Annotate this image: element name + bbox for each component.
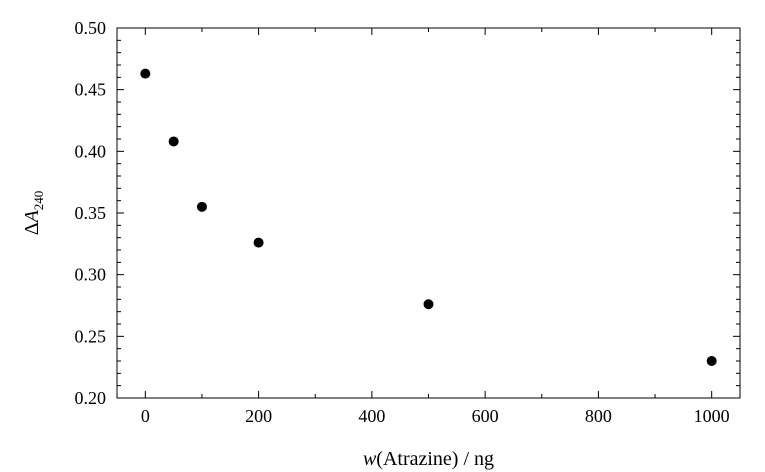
y-axis-label-subscript: 240 [31,191,46,211]
x-tick-label: 800 [585,406,612,426]
x-tick-label: 0 [141,406,150,426]
x-axis-ticks: 0 200 400 600 800 1000 [141,28,730,426]
y-axis-ticks: 0.20 0.25 0.30 0.35 0.40 0.45 0.50 [75,18,740,408]
y-tick-label: 0.30 [75,265,107,285]
data-point [423,299,434,310]
x-axis-label-text: (Atrazine) / ng [376,448,494,470]
data-point [706,356,717,366]
x-tick-label: 1000 [694,406,730,426]
y-axis-label: ΔA240 [21,191,46,236]
x-axis-label: w(Atrazine) / ng [363,448,494,470]
x-tick-label: 600 [472,406,499,426]
y-axis-label-italic: A [21,209,43,224]
data-point [196,201,207,212]
y-tick-label: 0.40 [75,141,107,161]
x-tick-label: 400 [358,406,385,426]
data-points [140,68,717,366]
y-axis-label-delta: Δ [21,222,43,235]
plot-frame [116,27,741,399]
y-tick-label: 0.35 [75,203,107,223]
y-tick-label: 0.50 [75,18,107,38]
x-axis-label-italic: w [363,448,377,470]
x-tick-label: 200 [245,406,272,426]
y-tick-label: 0.45 [75,80,107,100]
data-point [168,136,179,147]
y-tick-label: 0.20 [75,388,107,408]
data-point [140,68,151,79]
data-point [253,237,264,248]
y-tick-label: 0.25 [75,326,107,346]
